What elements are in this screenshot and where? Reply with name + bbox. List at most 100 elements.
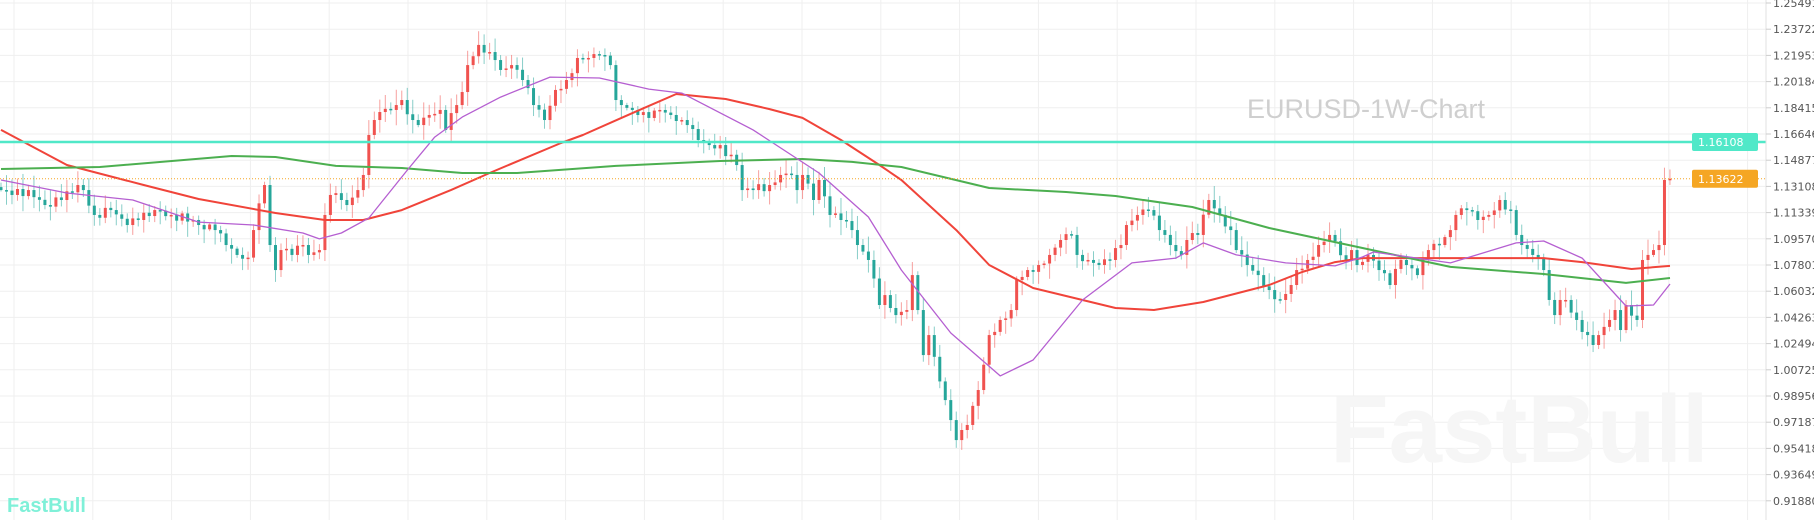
candle-body: [1284, 293, 1288, 300]
candle-body: [32, 190, 36, 198]
candle-body: [663, 109, 667, 113]
candle-body: [416, 120, 420, 126]
candle-body: [943, 381, 947, 401]
candle-body: [1108, 259, 1112, 261]
candle-body: [295, 245, 299, 255]
candle-body: [339, 193, 343, 200]
candle-body: [1344, 255, 1348, 260]
candle-body: [1646, 254, 1650, 260]
candle-body: [334, 193, 338, 195]
candle-body: [1498, 199, 1502, 211]
candle-body: [1339, 241, 1343, 256]
price-levels: [0, 140, 1766, 180]
candle-body: [312, 252, 316, 255]
candle-body: [241, 254, 245, 259]
candle-body: [1454, 214, 1458, 231]
candle-body: [1448, 230, 1452, 238]
candle-body: [1081, 254, 1085, 262]
candle-body: [1240, 250, 1244, 255]
candle-body: [510, 65, 514, 69]
candle-body: [526, 80, 530, 89]
candle-body: [905, 310, 909, 312]
candle-body: [76, 185, 80, 193]
y-tick-label: 1.02494: [1773, 338, 1814, 351]
candle-body: [1350, 250, 1354, 260]
candle-body: [641, 112, 645, 115]
candle-body: [993, 331, 997, 336]
candle-body: [499, 60, 503, 70]
price-axis[interactable]: 1.25491 1.23722 1.21953 1.20184 1.18415 1.166…: [1766, 0, 1814, 508]
candle-body: [949, 400, 953, 421]
candle-body: [855, 230, 859, 246]
candle-body: [976, 390, 980, 406]
candle-body: [1190, 233, 1194, 240]
candle-body: [263, 185, 267, 204]
candle-body: [1218, 208, 1222, 215]
y-tick-label: 1.04263: [1773, 311, 1814, 324]
candle-body: [493, 52, 497, 61]
candle-body: [1514, 210, 1518, 235]
candle-body: [597, 54, 601, 56]
y-tick-label: 1.21953: [1773, 49, 1814, 62]
candle-body: [916, 275, 920, 311]
candle-body: [1311, 256, 1315, 260]
grid: [0, 0, 1766, 520]
candle-body: [1481, 216, 1485, 220]
candle-body: [372, 120, 376, 135]
candle-body: [1229, 226, 1233, 231]
candle-body: [1026, 270, 1030, 277]
candle-body: [680, 120, 684, 122]
candle-body: [504, 68, 508, 70]
candle-body: [861, 245, 865, 252]
candle-body: [59, 197, 63, 200]
y-tick-label: 1.20184: [1773, 76, 1814, 89]
candle-body: [806, 174, 810, 184]
candle-body: [345, 199, 349, 206]
candle-body: [438, 109, 442, 114]
price-tags: 1.16108 1.13622: [1692, 132, 1758, 188]
candle-body: [1547, 270, 1551, 300]
candle-body: [488, 52, 492, 54]
candle-body: [1196, 233, 1200, 235]
candle-body: [691, 125, 695, 130]
y-tick-label: 1.25491: [1773, 0, 1814, 10]
candle-body: [142, 212, 146, 220]
candle-body: [1075, 234, 1079, 255]
candle-body: [1382, 270, 1386, 274]
candle-body: [1064, 234, 1068, 240]
candle-body: [1459, 208, 1463, 215]
candle-body: [1624, 305, 1628, 331]
candle-body: [795, 174, 799, 191]
candle-body: [746, 188, 750, 191]
candle-body: [614, 65, 618, 101]
candle-body: [224, 233, 228, 246]
candle-body: [65, 191, 69, 200]
candle-body: [954, 420, 958, 441]
candle-body: [773, 182, 777, 186]
candle-body: [883, 295, 887, 306]
candle-body: [301, 245, 305, 247]
candle-body: [1251, 265, 1255, 271]
candle-body: [1317, 245, 1321, 257]
candle-body: [466, 65, 470, 93]
candle-body: [1426, 250, 1430, 259]
y-tick-label: 0.91880: [1773, 495, 1814, 508]
candle-body: [1613, 310, 1617, 320]
candle-body: [1042, 263, 1046, 266]
candle-body: [1092, 259, 1096, 263]
candle-body: [70, 191, 74, 193]
candle-body: [817, 180, 821, 200]
candle-body: [707, 142, 711, 146]
candle-body: [455, 105, 459, 114]
candle-body: [894, 308, 898, 316]
candle-body: [685, 120, 689, 126]
candle-body: [1377, 260, 1381, 271]
candle-body: [790, 173, 794, 176]
candle-body: [625, 105, 629, 108]
candle-body: [1662, 180, 1666, 246]
candle-body: [987, 335, 991, 365]
candle-body: [1580, 319, 1584, 332]
candle-body: [1300, 268, 1304, 271]
candle-body: [1536, 254, 1540, 259]
candle-body: [592, 54, 596, 58]
